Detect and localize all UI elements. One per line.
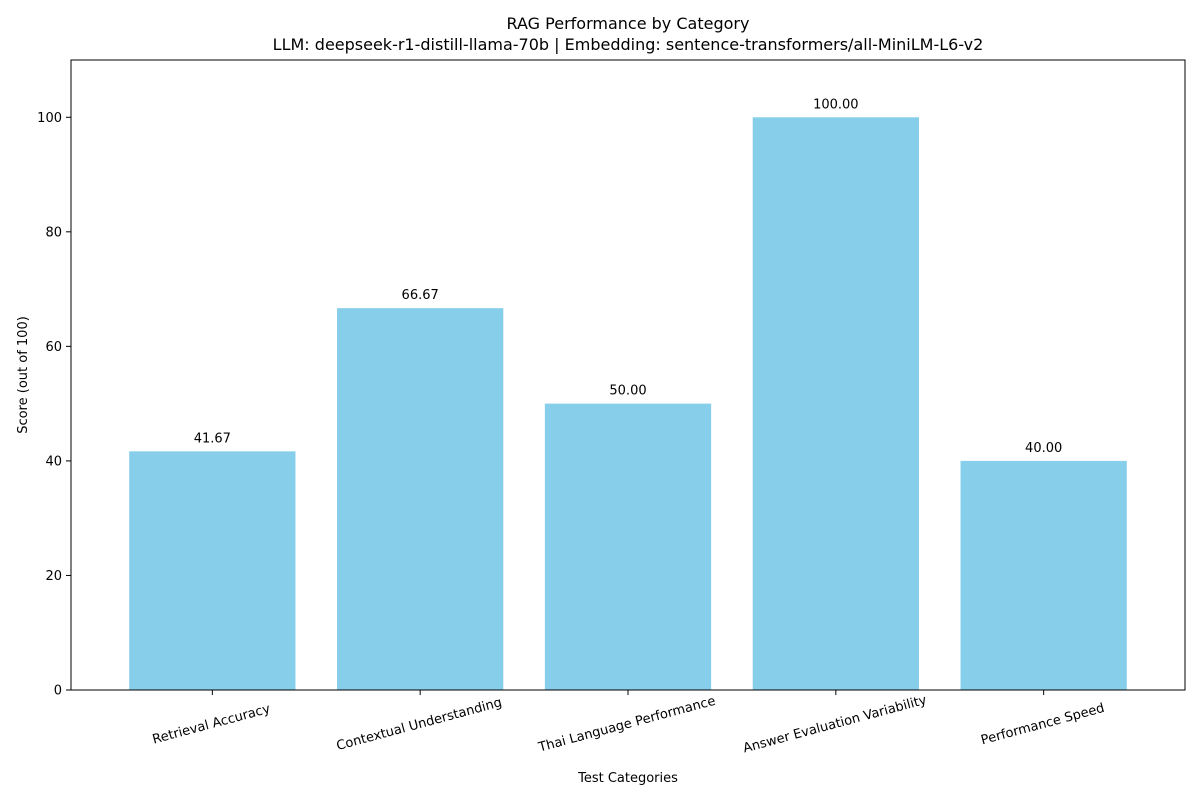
x-axis-label: Test Categories [577, 771, 678, 786]
bar-value-label: 40.00 [1025, 441, 1062, 456]
bar [129, 451, 296, 690]
y-tick-label: 60 [45, 340, 62, 355]
y-axis-label: Score (out of 100) [16, 316, 31, 434]
x-tick-label: Answer Evaluation Variability [742, 693, 929, 757]
bar-value-label: 41.67 [194, 431, 231, 446]
bar [752, 117, 919, 691]
bar [960, 460, 1127, 690]
bar [544, 403, 712, 690]
x-tick-label: Thai Language Performance [536, 694, 717, 756]
y-tick-label: 80 [45, 225, 62, 240]
bar-value-label: 50.00 [609, 384, 646, 399]
bars-group [129, 117, 1127, 691]
x-axis-ticks: Retrieval Accuracy Contextual Understandi… [151, 690, 1106, 756]
x-tick-label: Performance Speed [979, 701, 1106, 748]
y-axis-ticks: 0 20 40 60 80 100 [37, 111, 71, 699]
y-tick-label: 0 [54, 684, 62, 699]
x-tick-label: Contextual Understanding [335, 695, 504, 754]
bar-value-label: 66.67 [402, 288, 439, 303]
value-labels-group: 41.67 66.67 50.00 100.00 40.00 [194, 97, 1063, 456]
bar [337, 308, 504, 690]
x-tick-label: Retrieval Accuracy [151, 702, 272, 748]
y-tick-label: 20 [45, 569, 62, 584]
bar-value-label: 100.00 [813, 97, 859, 112]
y-tick-label: 100 [37, 111, 62, 126]
chart-subtitle: LLM: deepseek-r1-distill-llama-70b | Emb… [273, 35, 984, 54]
y-tick-label: 40 [45, 454, 62, 469]
chart-title: RAG Performance by Category [507, 14, 750, 33]
